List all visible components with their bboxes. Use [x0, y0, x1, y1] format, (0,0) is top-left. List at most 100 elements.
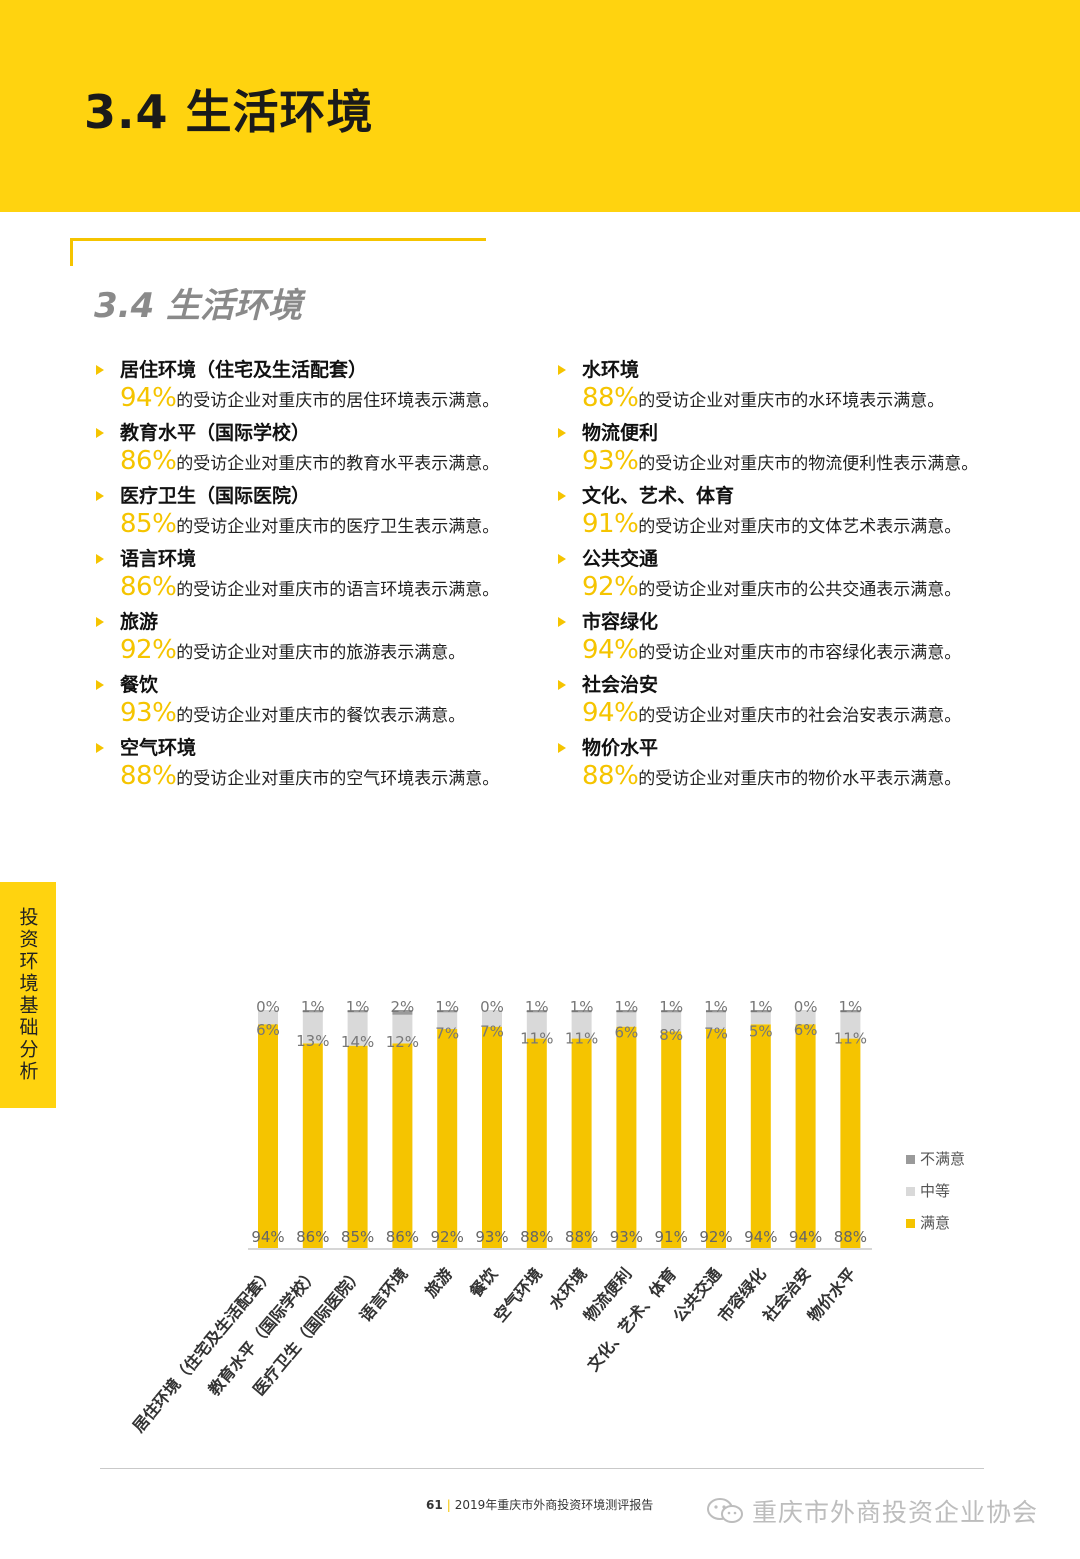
- bar-neutral: [302, 1012, 323, 1044]
- item-body: 85%的受访企业对重庆市的医疗卫生表示满意。: [120, 510, 524, 541]
- bar-satisfied: [392, 1043, 413, 1248]
- list-item: 社会治安 94%的受访企业对重庆市的社会治安表示满意。: [556, 671, 986, 730]
- data-label-dissatisfied: 2%: [391, 998, 415, 1016]
- item-percent: 94%: [582, 635, 639, 665]
- bar-neutral: [571, 1012, 592, 1039]
- bar-satisfied: [571, 1038, 592, 1248]
- bar-satisfied: [258, 1024, 278, 1248]
- bar-dissatisfied: [706, 1010, 726, 1013]
- item-body: 92%的受访企业对重庆市的公共交通表示满意。: [582, 573, 986, 604]
- item-percent: 92%: [120, 635, 177, 665]
- item-body: 88%的受访企业对重庆市的物价水平表示满意。: [582, 762, 986, 793]
- data-label-dissatisfied: 1%: [346, 998, 370, 1016]
- item-heading-text: 空气环境: [120, 737, 197, 759]
- item-text: 的受访企业对重庆市的医疗卫生表示满意。: [176, 517, 500, 537]
- bar-satisfied: [616, 1026, 637, 1248]
- list-item: 物价水平 88%的受访企业对重庆市的物价水平表示满意。: [556, 734, 986, 793]
- item-body: 88%的受访企业对重庆市的空气环境表示满意。: [120, 762, 524, 793]
- bar-neutral: [661, 1012, 682, 1032]
- data-label-neutral: 7%: [435, 1025, 459, 1043]
- item-heading: 餐饮: [94, 671, 524, 699]
- triangle-bullet-icon: [96, 491, 104, 501]
- list-item: 物流便利 93%的受访企业对重庆市的物流便利性表示满意。: [556, 419, 986, 478]
- bar-dissatisfied: [437, 1010, 458, 1013]
- item-text: 的受访企业对重庆市的居住环境表示满意。: [176, 391, 500, 411]
- category-label: 餐饮: [465, 1264, 501, 1302]
- item-heading-text: 旅游: [120, 611, 159, 633]
- list-item: 语言环境 86%的受访企业对重庆市的语言环境表示满意。: [94, 545, 524, 604]
- item-body: 86%的受访企业对重庆市的语言环境表示满意。: [120, 573, 524, 604]
- data-label-satisfied: 94%: [251, 1228, 284, 1246]
- item-percent: 86%: [120, 572, 177, 602]
- legend-swatch: [906, 1187, 915, 1196]
- item-percent: 88%: [582, 761, 639, 791]
- data-label-dissatisfied: 1%: [659, 998, 683, 1016]
- item-body: 91%的受访企业对重庆市的文体艺术表示满意。: [582, 510, 986, 541]
- data-label-neutral: 13%: [296, 1032, 329, 1050]
- item-heading-text: 社会治安: [582, 674, 659, 696]
- legend-label: 中等: [920, 1182, 950, 1200]
- items-left-column: 居住环境（住宅及生活配套） 94%的受访企业对重庆市的居住环境表示满意。 教育水平（…: [94, 356, 524, 797]
- data-label-dissatisfied: 1%: [615, 998, 639, 1016]
- bar-satisfied: [302, 1043, 323, 1248]
- data-label-satisfied: 93%: [475, 1228, 508, 1246]
- item-heading-text: 市容绿化: [582, 611, 659, 633]
- data-label-satisfied: 94%: [744, 1228, 777, 1246]
- item-heading: 医疗卫生（国际医院）: [94, 482, 524, 510]
- category-label: 旅游: [421, 1264, 456, 1301]
- list-item: 教育水平（国际学校） 86%的受访企业对重庆市的教育水平表示满意。: [94, 419, 524, 478]
- data-label-satisfied: 85%: [341, 1228, 374, 1246]
- bar-satisfied: [526, 1038, 547, 1248]
- item-heading-text: 语言环境: [120, 548, 197, 570]
- data-label-satisfied: 91%: [655, 1228, 688, 1246]
- data-label-satisfied: 94%: [789, 1228, 822, 1246]
- item-heading: 语言环境: [94, 545, 524, 573]
- category-label: 物价水平: [804, 1264, 860, 1325]
- item-text: 的受访企业对重庆市的社会治安表示满意。: [638, 706, 962, 726]
- triangle-bullet-icon: [96, 554, 104, 564]
- list-item: 空气环境 88%的受访企业对重庆市的空气环境表示满意。: [94, 734, 524, 793]
- item-heading: 文化、艺术、体育: [556, 482, 986, 510]
- footer-separator: |: [446, 1498, 451, 1512]
- item-percent: 88%: [120, 761, 177, 791]
- bar-neutral: [616, 1012, 637, 1027]
- item-heading-text: 教育水平（国际学校）: [120, 422, 311, 444]
- triangle-bullet-icon: [96, 743, 104, 753]
- data-label-dissatisfied: 1%: [525, 998, 549, 1016]
- data-label-dissatisfied: 1%: [749, 998, 773, 1016]
- data-label-satisfied: 88%: [565, 1228, 598, 1246]
- bar-dissatisfied: [840, 1010, 861, 1013]
- item-percent: 93%: [120, 698, 177, 728]
- item-text: 的受访企业对重庆市的物流便利性表示满意。: [638, 454, 979, 474]
- triangle-bullet-icon: [96, 365, 104, 375]
- data-label-neutral: 11%: [520, 1029, 553, 1047]
- bar-satisfied: [706, 1029, 726, 1248]
- item-text: 的受访企业对重庆市的语言环境表示满意。: [176, 580, 500, 600]
- bar-neutral: [706, 1012, 726, 1030]
- triangle-bullet-icon: [96, 428, 104, 438]
- side-tab-label: 投资环境基础分析: [16, 907, 39, 1083]
- item-heading: 社会治安: [556, 671, 986, 699]
- item-body: 94%的受访企业对重庆市的市容绿化表示满意。: [582, 636, 986, 667]
- section-frame-corner: [70, 238, 73, 266]
- item-body: 93%的受访企业对重庆市的物流便利性表示满意。: [582, 447, 986, 478]
- header-banner: 3.4 生活环境: [0, 0, 1080, 212]
- page-number: 61: [426, 1498, 443, 1512]
- bar-dissatisfied: [661, 1010, 682, 1013]
- data-label-dissatisfied: 0%: [256, 998, 280, 1016]
- item-heading-text: 物价水平: [582, 737, 659, 759]
- item-text: 的受访企业对重庆市的教育水平表示满意。: [176, 454, 500, 474]
- category-label: 空气环境: [490, 1264, 546, 1325]
- bar-dissatisfied: [571, 1010, 592, 1013]
- legend-label: 不满意: [920, 1150, 965, 1168]
- item-text: 的受访企业对重庆市的餐饮表示满意。: [176, 706, 466, 726]
- bar-neutral: [482, 1010, 502, 1027]
- triangle-bullet-icon: [558, 617, 566, 627]
- bar-dissatisfied: [302, 1010, 323, 1013]
- section-title: 3.4 生活环境: [94, 286, 303, 326]
- data-label-neutral: 7%: [704, 1025, 728, 1043]
- item-text: 的受访企业对重庆市的物价水平表示满意。: [638, 769, 962, 789]
- bar-satisfied: [840, 1038, 861, 1248]
- bar-satisfied: [482, 1026, 502, 1248]
- page-title: 3.4 生活环境: [84, 85, 374, 139]
